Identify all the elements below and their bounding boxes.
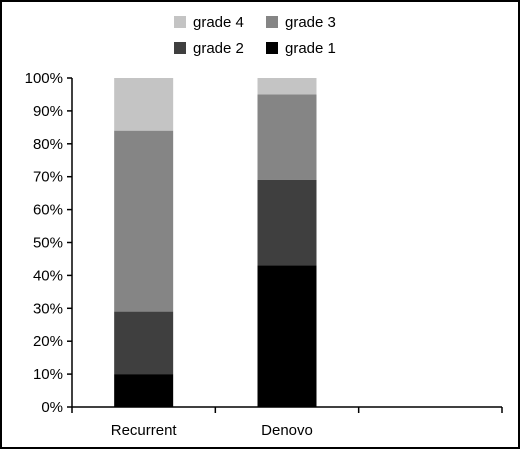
legend-label: grade 2 <box>193 40 244 57</box>
y-tick-label: 60% <box>33 202 63 219</box>
y-tick-label: 50% <box>33 235 63 252</box>
x-tick-label-recurrent: Recurrent <box>111 422 178 439</box>
legend-label: grade 4 <box>193 14 244 31</box>
x-tick-label-denovo: Denovo <box>261 422 313 439</box>
legend-item-grade-3: grade 3 <box>266 14 336 31</box>
legend: grade 4 grade 3 grade 2 grade 1 <box>174 14 336 57</box>
bar-recurrent-grade-3 <box>114 130 174 312</box>
y-tick-label: 20% <box>33 333 63 350</box>
y-tick-label: 10% <box>33 366 63 383</box>
axes: 0% 10% 20% 30% 40% 50% 60% 70% 80% 90% 100% Recurre… <box>25 70 503 439</box>
bars <box>114 78 317 407</box>
bar-denovo-grade-1 <box>257 265 317 407</box>
legend-swatch <box>174 42 186 54</box>
legend-item-grade-2: grade 2 <box>174 40 244 57</box>
bar-recurrent-grade-4 <box>114 78 174 131</box>
legend-label: grade 1 <box>285 40 336 57</box>
legend-item-grade-1: grade 1 <box>266 40 336 57</box>
bar-denovo-grade-3 <box>257 94 317 180</box>
y-tick-label: 80% <box>33 136 63 153</box>
bar-recurrent-grade-1 <box>114 374 174 407</box>
y-tick-label: 70% <box>33 169 63 186</box>
y-tick-label: 90% <box>33 103 63 120</box>
legend-item-grade-4: grade 4 <box>174 14 244 31</box>
legend-swatch <box>174 16 186 28</box>
y-tick-label: 30% <box>33 300 63 317</box>
y-tick-label: 0% <box>41 399 63 416</box>
y-tick-label: 40% <box>33 267 63 284</box>
legend-swatch <box>266 42 278 54</box>
legend-label: grade 3 <box>285 14 336 31</box>
y-tick-label: 100% <box>25 70 63 87</box>
bar-denovo-grade-4 <box>257 78 317 95</box>
bar-denovo-grade-2 <box>257 179 317 266</box>
bar-recurrent-grade-2 <box>114 311 174 375</box>
legend-swatch <box>266 16 278 28</box>
